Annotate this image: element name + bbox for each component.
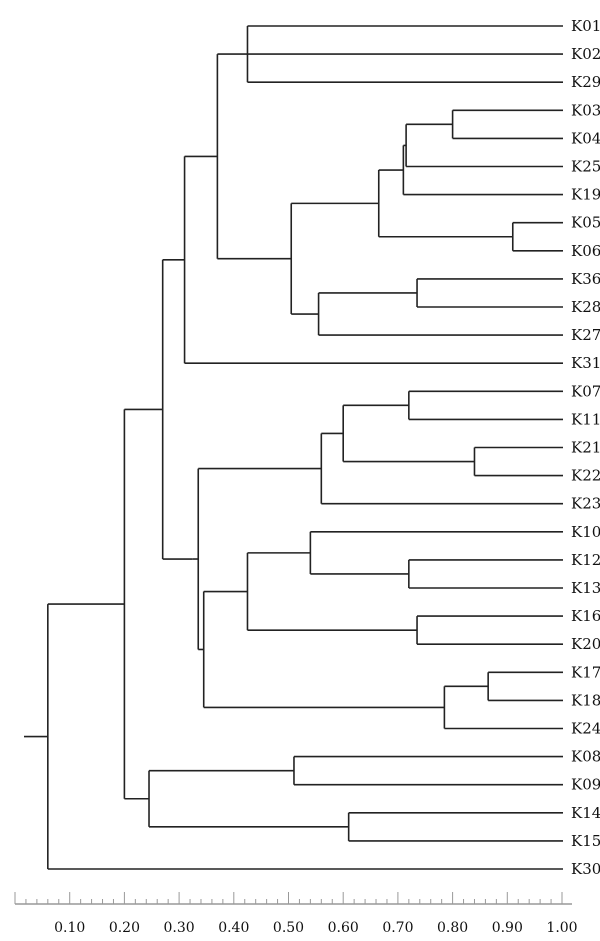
leaf-label-k06: K06 [571, 242, 600, 260]
x-tick-label: 0.20 [109, 920, 140, 936]
leaf-label-k24: K24 [571, 720, 600, 738]
x-tick-label: 0.90 [492, 920, 523, 936]
leaf-label-k30: K30 [571, 860, 600, 878]
x-tick-label: 1.00 [546, 920, 577, 936]
x-tick-label: 0.70 [382, 920, 413, 936]
leaf-label-k07: K07 [571, 382, 600, 400]
x-tick-label: 0.80 [437, 920, 468, 936]
x-tick-label: 0.30 [164, 920, 195, 936]
leaf-label-k12: K12 [571, 551, 600, 569]
leaf-label-k16: K16 [571, 607, 600, 625]
leaf-label-k36: K36 [571, 270, 600, 288]
leaf-label-k19: K19 [571, 186, 600, 204]
leaf-label-k28: K28 [571, 298, 600, 316]
leaf-label-k11: K11 [571, 410, 600, 428]
leaf-label-k18: K18 [571, 691, 600, 709]
leaf-label-k21: K21 [571, 439, 600, 457]
leaf-label-k10: K10 [571, 523, 600, 541]
leaf-label-k14: K14 [571, 804, 600, 822]
leaf-label-k20: K20 [571, 635, 600, 653]
leaf-label-k13: K13 [571, 579, 600, 597]
leaf-label-k17: K17 [571, 663, 600, 681]
x-axis: 0.10 0.20 0.30 0.40 0.50 0.60 0.70 0.80 0.90 1.00 [14, 892, 578, 936]
x-tick-label: 0.50 [273, 920, 304, 936]
x-tick-label: 0.40 [218, 920, 249, 936]
leaf-label-k09: K09 [571, 776, 600, 794]
branches [24, 25, 563, 870]
leaf-label-k08: K08 [571, 748, 600, 766]
leaf-label-k27: K27 [571, 326, 600, 344]
leaf-label-k15: K15 [571, 832, 600, 850]
leaf-label-k25: K25 [571, 158, 600, 176]
leaf-label-k29: K29 [571, 73, 600, 91]
leaf-label-k05: K05 [571, 214, 600, 232]
leaf-label-k03: K03 [571, 101, 600, 119]
leaf-label-k02: K02 [571, 45, 600, 63]
leaf-label-k04: K04 [571, 129, 600, 147]
leaf-label-k23: K23 [571, 495, 600, 513]
leaf-label-k22: K22 [571, 467, 600, 485]
x-tick-label: 0.60 [328, 920, 359, 936]
leaf-label-k01: K01 [571, 17, 600, 35]
x-tick-label: 0.10 [54, 920, 85, 936]
leaf-labels: K01 K02 K29 K03 K04 K25 K19 K05 K06 K36 K28 K27 K31 K… [571, 17, 600, 878]
leaf-label-k31: K31 [571, 354, 600, 372]
